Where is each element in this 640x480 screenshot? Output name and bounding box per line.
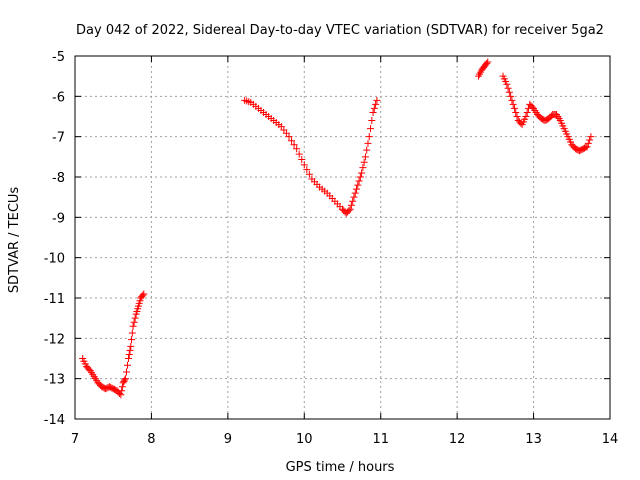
data-point [587, 133, 595, 141]
data-point [507, 92, 515, 100]
x-tick-label: 7 [71, 432, 79, 447]
data-point [361, 153, 369, 161]
data-point [127, 342, 135, 350]
plot-frame [74, 55, 611, 420]
data-point [512, 108, 520, 116]
y-tick-label: -10 [44, 252, 65, 267]
x-tick-label: 10 [296, 432, 313, 447]
data-segment [499, 72, 595, 155]
data-segment [79, 290, 148, 399]
y-tick-label: -11 [44, 292, 65, 307]
data-point [345, 207, 353, 215]
data-point [364, 139, 372, 147]
data-point [351, 189, 359, 197]
data-point [303, 166, 311, 174]
data-point [126, 346, 134, 354]
data-point [354, 181, 362, 189]
data-point [522, 113, 530, 120]
data-point [359, 164, 367, 172]
data-point [583, 143, 591, 151]
x-tick-label: 11 [372, 432, 389, 447]
data-point [128, 329, 136, 337]
data-point [373, 96, 381, 104]
data-point [121, 376, 129, 384]
data-point [347, 201, 355, 209]
data-point [118, 387, 126, 395]
y-tick-label: -6 [52, 90, 65, 105]
data-segment [475, 58, 492, 80]
data-point [360, 158, 368, 166]
data-point [355, 177, 363, 185]
data-point [139, 291, 147, 299]
data-point [123, 361, 131, 369]
data-point [513, 113, 521, 120]
data-point [509, 100, 517, 108]
data-point [510, 104, 518, 112]
data-point [285, 133, 293, 141]
data-point [125, 350, 133, 358]
data-point [125, 355, 132, 362]
data-point [140, 290, 148, 298]
data-point [356, 173, 364, 181]
data-points [79, 58, 595, 399]
data-point [582, 143, 590, 151]
data-point [505, 88, 513, 96]
data-point [118, 383, 126, 391]
x-tick-label: 13 [525, 432, 542, 447]
y-tick-label: -12 [44, 332, 65, 347]
data-point [353, 185, 361, 193]
data-point [122, 368, 130, 376]
y-axis-label: SDTVAR / TECUs [7, 187, 22, 294]
data-point [349, 197, 357, 205]
x-tick-label: 12 [449, 432, 466, 447]
data-point [117, 391, 125, 399]
data-point [350, 193, 358, 201]
data-point [523, 108, 531, 116]
data-segment [241, 96, 381, 217]
data-point [504, 84, 512, 92]
data-point [367, 125, 375, 133]
data-point [368, 117, 376, 125]
y-tick-label: -13 [44, 373, 65, 388]
y-tick-label: -5 [52, 50, 65, 65]
data-point [372, 100, 380, 108]
data-point [298, 156, 306, 164]
grid-lines [75, 56, 610, 419]
x-tick-label: 8 [147, 432, 155, 447]
chart-title: Day 042 of 2022, Sidereal Day-to-day VTE… [76, 23, 604, 38]
data-point [130, 318, 138, 326]
data-point [484, 58, 492, 66]
x-tick-label: 9 [224, 432, 232, 447]
data-point [288, 137, 296, 145]
data-point [293, 145, 301, 153]
data-point [358, 169, 366, 177]
data-point [290, 141, 298, 149]
data-point [369, 108, 377, 116]
data-point [295, 150, 303, 158]
data-point [370, 104, 378, 112]
y-tick-label: -7 [52, 131, 65, 146]
x-axis-label: GPS time / hours [286, 460, 395, 475]
data-point [121, 375, 129, 383]
data-point [483, 59, 491, 67]
data-point [363, 146, 371, 154]
x-tick-label: 14 [602, 432, 619, 447]
data-point [131, 314, 139, 322]
data-point [128, 336, 136, 344]
data-point [346, 205, 354, 213]
data-point [129, 322, 137, 330]
data-point [584, 139, 592, 147]
y-tick-label: -14 [44, 413, 65, 428]
data-point [586, 136, 594, 144]
data-point [300, 161, 308, 169]
data-point [508, 96, 516, 104]
data-point [305, 170, 313, 178]
y-tick-label: -8 [52, 171, 65, 186]
axis-ticks: 7 8 9 10 11 12 13 14 -5 -6 -7 -8 -9 -10 -11 -12 -13 -14 [44, 50, 619, 447]
data-point [365, 133, 373, 141]
y-tick-label: -9 [52, 211, 65, 226]
data-point [503, 80, 511, 88]
